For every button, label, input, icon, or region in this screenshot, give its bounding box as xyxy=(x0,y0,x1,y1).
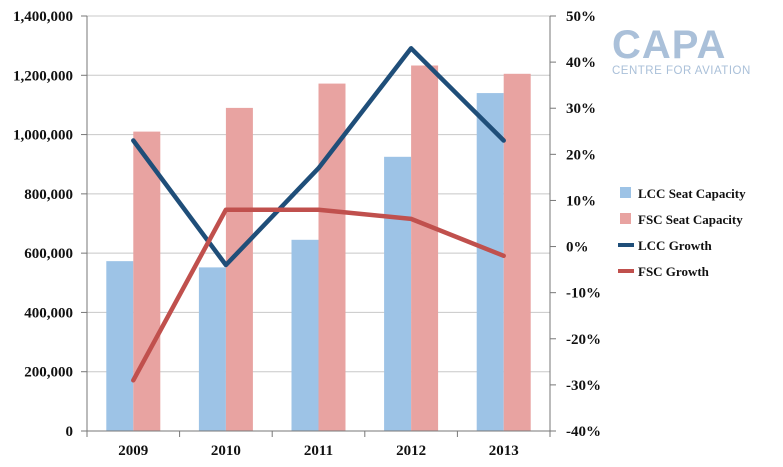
logo-tagline: CENTRE FOR AVIATION xyxy=(612,65,751,77)
y-right-tick-label: 50% xyxy=(566,9,596,25)
x-tick-label: 2009 xyxy=(118,443,148,459)
bar-lcc-seat-capacity xyxy=(106,261,134,431)
y-right-tick-label: 10% xyxy=(566,193,596,209)
bar-lcc-seat-capacity xyxy=(384,156,412,431)
legend-swatch xyxy=(620,213,631,224)
bar-lcc-seat-capacity xyxy=(291,239,319,431)
x-tick-label: 2011 xyxy=(304,443,333,459)
bar-lcc-seat-capacity xyxy=(476,93,504,432)
y-left-tick-label: 1,000,000 xyxy=(13,128,73,144)
logo-name: CAPA xyxy=(612,23,726,67)
y-left-tick-label: 200,000 xyxy=(24,365,73,381)
y-left-tick-label: 1,200,000 xyxy=(13,68,73,84)
legend-label: LCC Seat Capacity xyxy=(638,186,746,201)
y-right-tick-label: -40% xyxy=(566,424,601,440)
bar-fsc-seat-capacity xyxy=(503,73,531,431)
capa-logo: CAPA CENTRE FOR AVIATION xyxy=(612,23,751,77)
bar-fsc-seat-capacity xyxy=(225,107,253,432)
legend-label: LCC Growth xyxy=(638,238,713,253)
y-left-tick-label: 0 xyxy=(66,424,74,440)
y-left-tick-label: 600,000 xyxy=(24,246,73,262)
y-left-tick-label: 400,000 xyxy=(24,305,73,321)
x-tick-label: 2013 xyxy=(489,443,519,459)
x-tick-label: 2010 xyxy=(211,443,241,459)
y-right-tick-label: 40% xyxy=(566,55,596,71)
y-right-tick-label: -20% xyxy=(566,332,601,348)
line-lcc-growth xyxy=(131,46,506,268)
bar-fsc-seat-capacity xyxy=(411,65,439,431)
legend: LCC Seat Capacity FSC Seat Capacity LCC Gr… xyxy=(618,186,746,279)
bar-series xyxy=(106,65,531,432)
line-series xyxy=(131,46,506,383)
y-right-tick-label: -30% xyxy=(566,378,601,394)
y-right-tick-label: 30% xyxy=(566,101,596,117)
y-left-tick-label: 1,400,000 xyxy=(13,9,73,25)
legend-label: FSC Seat Capacity xyxy=(638,212,743,227)
line-fsc-growth xyxy=(131,207,506,383)
y-right-tick-label: -10% xyxy=(566,286,601,302)
legend-swatch xyxy=(620,187,631,198)
axes: 0 200,000 400,000 600,000 800,000 1,000,000 1,… xyxy=(13,9,601,459)
y-right-tick-label: 0% xyxy=(566,240,589,256)
bar-fsc-seat-capacity xyxy=(133,131,161,431)
bar-lcc-seat-capacity xyxy=(198,267,226,431)
legend-label: FSC Growth xyxy=(638,264,710,279)
x-tick-label: 2012 xyxy=(396,443,426,459)
y-right-tick-label: 20% xyxy=(566,147,596,163)
y-left-tick-label: 800,000 xyxy=(24,187,73,203)
